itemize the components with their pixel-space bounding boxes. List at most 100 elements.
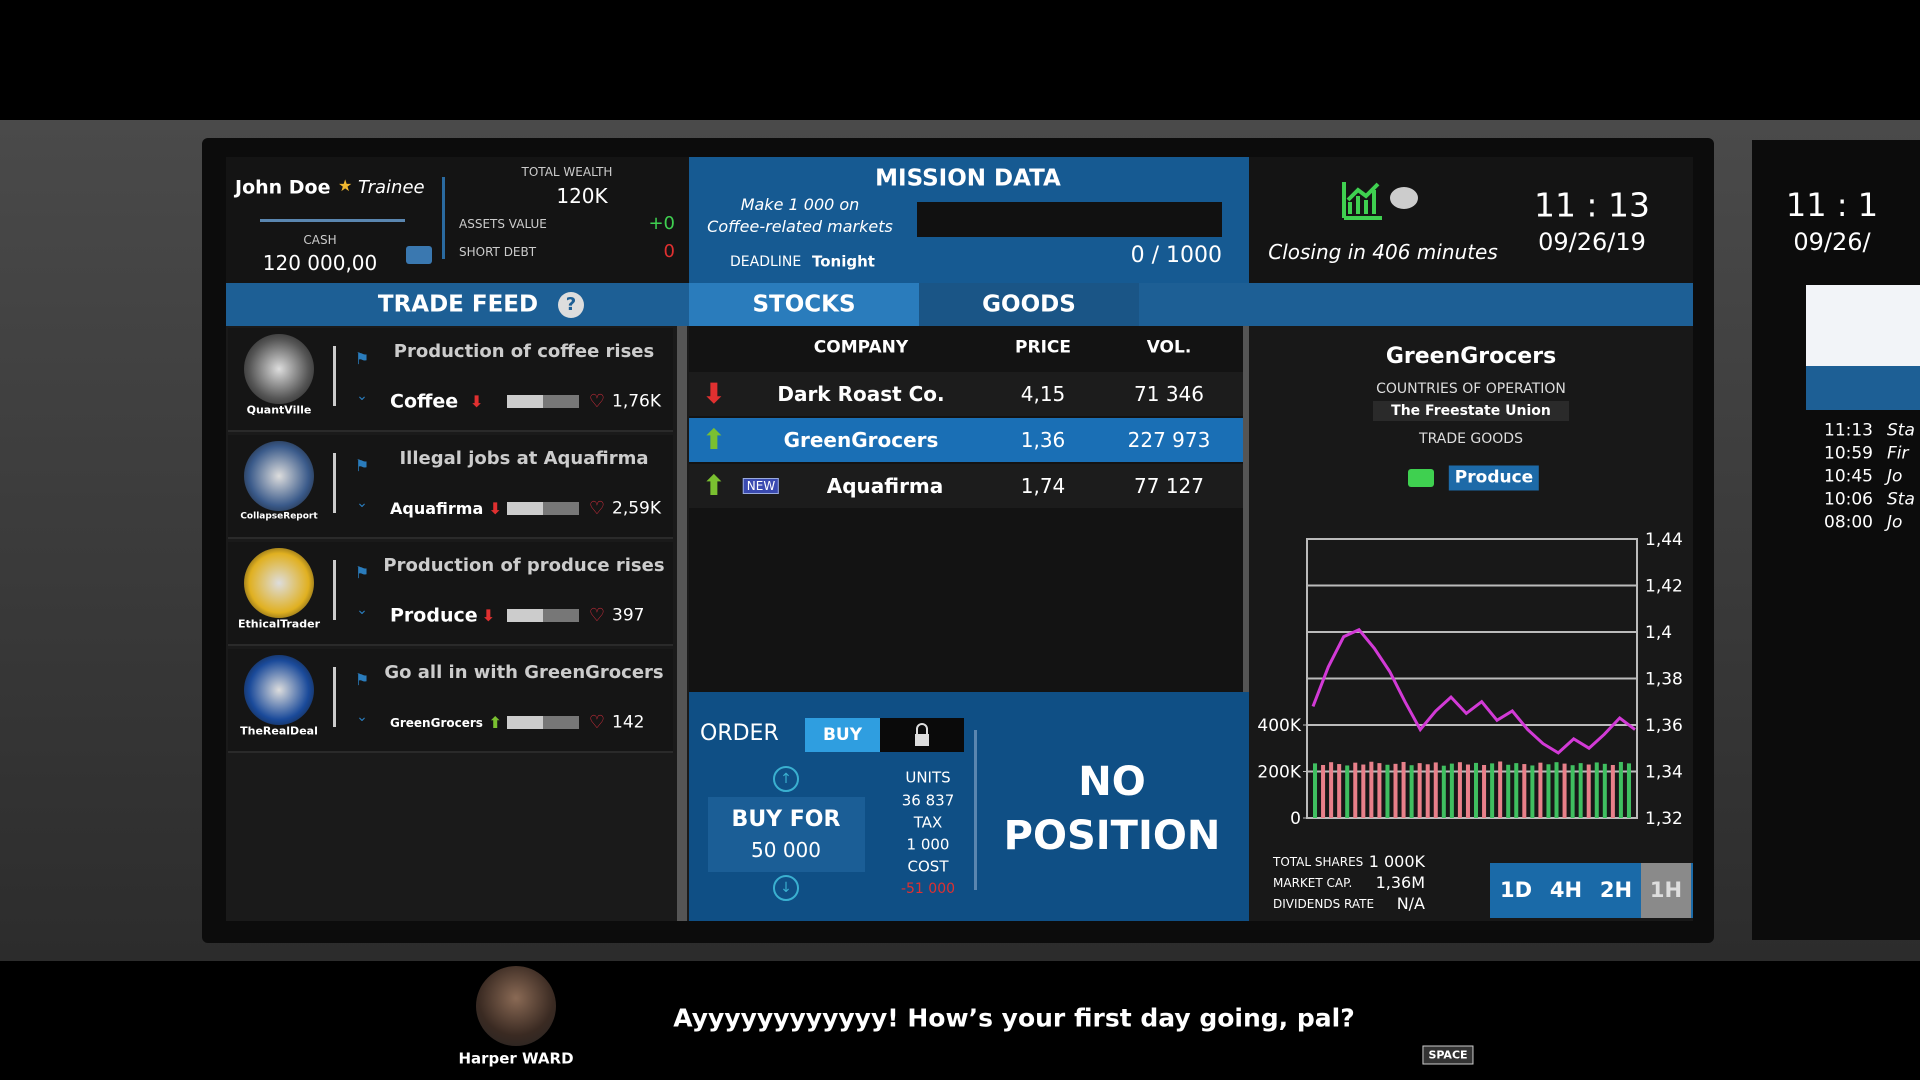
volume-bar: [1554, 762, 1559, 818]
likes: 1,76K: [612, 391, 661, 412]
cash: 120 000,00: [262, 251, 378, 275]
assets-value: +0: [648, 213, 675, 234]
headline: Production of coffee rises: [393, 341, 655, 362]
continue-key[interactable]: SPACE: [1422, 1045, 1474, 1065]
stock-row[interactable]: [689, 372, 1243, 416]
cost-label: COST: [907, 857, 949, 876]
trend-arrow: ⬆: [702, 469, 726, 502]
company: Dark Roast Co.: [777, 382, 945, 406]
side-time: 10:06: [1824, 489, 1873, 510]
expand-icon[interactable]: ⌄: [356, 709, 368, 725]
goods-label: TRADE GOODS: [1419, 431, 1523, 447]
tab[interactable]: STOCKS: [752, 291, 856, 318]
price: 1,74: [1020, 474, 1066, 498]
market: Produce: [390, 604, 478, 627]
y-tick-label: 1,4: [1645, 623, 1672, 643]
clock-date: 09/26/19: [1538, 228, 1646, 256]
help-button[interactable]: ?: [558, 292, 584, 318]
deadline: Tonight: [812, 252, 875, 271]
stat-value: 1,36M: [1375, 873, 1425, 892]
position: NO: [1078, 759, 1146, 805]
feed-title: TRADE FEED: [377, 291, 539, 318]
increase[interactable]: ↑: [773, 766, 799, 792]
feed-scrollbar: [677, 326, 687, 921]
likes: 142: [612, 712, 645, 733]
progress-bar: [917, 202, 1222, 237]
price: 4,15: [1020, 382, 1066, 406]
volume-bar: [1562, 763, 1567, 818]
volume-bar: [1321, 764, 1326, 818]
decrease[interactable]: ↓: [773, 875, 799, 901]
volume-bar: [1409, 765, 1414, 818]
volume-bar: [1361, 764, 1366, 818]
source: QuantVille: [246, 403, 312, 417]
buy-toggle[interactable]: BUY: [805, 718, 880, 752]
volume-bar: [1441, 765, 1446, 818]
volume: 71 346: [1134, 382, 1204, 406]
y-tick-label: 1,44: [1645, 530, 1683, 550]
volume-bar: [1433, 762, 1438, 818]
column-header: VOL.: [1146, 337, 1192, 358]
badge: NEW: [742, 478, 780, 494]
tab-inactive: [919, 283, 1139, 326]
heart: ♡: [588, 605, 606, 626]
countries-label: COUNTRIES OF OPERATION: [1376, 381, 1566, 397]
expand-icon[interactable]: ⌄: [356, 388, 368, 404]
timeframe-button[interactable]: 4H: [1549, 878, 1583, 902]
volume-bar: [1626, 763, 1631, 818]
volume-bar: [1329, 762, 1334, 818]
sentiment-bar: [507, 609, 579, 622]
y2-tick-label: 200K: [1257, 763, 1301, 783]
expand-icon[interactable]: ⌄: [356, 602, 368, 618]
short-debt: 0: [663, 241, 675, 262]
trend-arrow: ⬇: [488, 499, 502, 518]
volume-bar: [1401, 761, 1406, 818]
column-header: COMPANY: [813, 337, 909, 358]
position: POSITION: [1003, 813, 1221, 859]
volume-bar: [1353, 762, 1358, 818]
trend-arrow: ⬇: [469, 392, 484, 411]
order-title: ORDER: [700, 721, 779, 746]
volume-bar: [1522, 764, 1527, 818]
timeframe-button[interactable]: 1H: [1641, 863, 1691, 918]
price-chart: 1,44 1,42 1,4 1,38 1,36 1,34 1,32 0 200K 400K: [1257, 530, 1683, 829]
debt-label: SHORT DEBT: [459, 245, 537, 259]
stock-row[interactable]: [689, 418, 1243, 462]
lock-button[interactable]: [880, 718, 964, 752]
market: GreenGrocers: [390, 716, 483, 730]
volume-bar: [1546, 764, 1551, 818]
stat-label: DIVIDENDS RATE: [1273, 897, 1375, 911]
truck-icon: [1408, 469, 1434, 487]
volume-bar: [1578, 763, 1583, 818]
side-time: 10:59: [1824, 443, 1873, 464]
expand-icon[interactable]: ⌄: [356, 495, 368, 511]
timeframe-button[interactable]: 2H: [1599, 878, 1633, 902]
buy-for-button[interactable]: [708, 797, 865, 872]
buy-for: BUY FOR: [731, 807, 841, 832]
timeframe-button[interactable]: 1D: [1499, 878, 1533, 902]
tab[interactable]: GOODS: [982, 291, 1076, 318]
divider: [333, 346, 336, 406]
trend-arrow: ⬆: [488, 713, 502, 732]
volume-bar: [1602, 763, 1607, 818]
side-date: 09/26/: [1793, 228, 1871, 256]
volume-bar: [1610, 764, 1615, 818]
y2-tick-label: 400K: [1257, 716, 1301, 736]
y-tick-label: 1,34: [1645, 763, 1683, 783]
mission-desc: Make 1 000 on: [740, 195, 860, 214]
speaker-name: Harper WARD: [458, 1049, 574, 1068]
stock-row[interactable]: [689, 464, 1243, 508]
heart: ♡: [588, 498, 606, 519]
side-text: Fir: [1887, 443, 1909, 464]
stat-label: MARKET CAP.: [1273, 876, 1353, 890]
volume-bar: [1337, 764, 1342, 818]
cash-label: CASH: [303, 233, 337, 247]
xp-bar: [260, 219, 405, 222]
pin-icon: ⚑: [354, 563, 370, 582]
tax: 1 000: [906, 835, 950, 854]
side-panel: [1806, 285, 1920, 366]
wallet-icon: [406, 246, 432, 264]
trend-arrow: ⬇: [481, 606, 496, 625]
likes: 2,59K: [612, 498, 661, 519]
volume-bar: [1538, 762, 1543, 818]
